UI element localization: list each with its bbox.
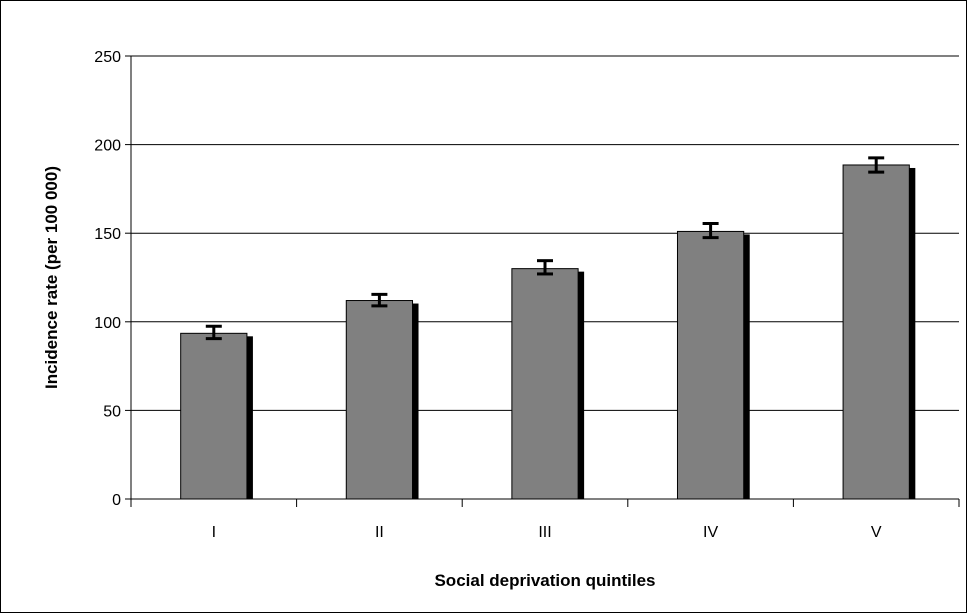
bars xyxy=(180,156,916,500)
gridlines xyxy=(131,55,959,411)
x-tick-label: V xyxy=(871,524,882,541)
axes xyxy=(125,55,960,507)
x-axis-title: Social deprivation quintiles xyxy=(434,571,655,590)
y-tick-label: 0 xyxy=(112,492,121,509)
bar xyxy=(511,268,579,500)
y-tick-label: 50 xyxy=(103,403,121,420)
bar xyxy=(345,300,414,500)
x-tick-label: I xyxy=(212,524,216,541)
x-tick-label: IV xyxy=(703,524,718,541)
x-tick-label: III xyxy=(538,524,551,541)
y-tick-label: 200 xyxy=(94,138,121,155)
y-tick-label: 100 xyxy=(94,315,121,332)
bar xyxy=(676,230,745,500)
y-tick-label: 150 xyxy=(94,226,121,243)
bar xyxy=(842,164,910,500)
bar xyxy=(180,332,248,500)
y-axis-title: Incidence rate (per 100 000) xyxy=(42,166,61,389)
x-tick-label: II xyxy=(375,524,384,541)
y-tick-label: 250 xyxy=(94,49,121,66)
